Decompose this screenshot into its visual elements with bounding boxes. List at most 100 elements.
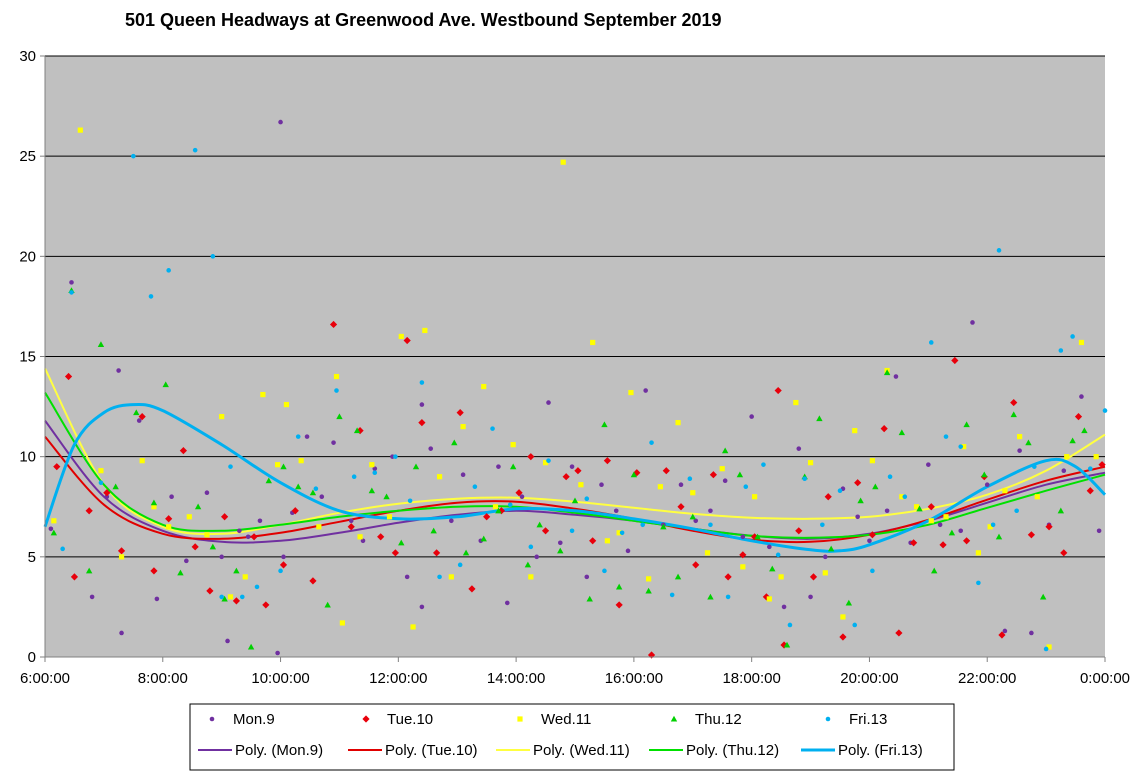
- data-point: [951, 356, 959, 365]
- data-point: [528, 544, 534, 550]
- data-point: [943, 514, 949, 520]
- data-point: [85, 507, 93, 515]
- data-point: [1045, 523, 1053, 531]
- legend-label: Fri.13: [849, 711, 887, 728]
- data-point: [721, 447, 729, 454]
- legend-label: Mon.9: [233, 711, 275, 728]
- data-point: [795, 527, 803, 535]
- data-point: [398, 333, 404, 340]
- x-tick-label: 8:00:00: [138, 670, 188, 687]
- data-point: [372, 470, 378, 475]
- data-point: [239, 594, 245, 600]
- data-point: [136, 418, 142, 423]
- data-point: [669, 592, 675, 598]
- data-point: [331, 440, 336, 445]
- data-point: [1014, 508, 1019, 514]
- data-point: [633, 469, 641, 477]
- data-point: [329, 320, 338, 329]
- data-point: [767, 544, 772, 550]
- data-point: [584, 496, 590, 502]
- data-point: [557, 540, 563, 546]
- data-point: [391, 549, 399, 557]
- data-point: [872, 483, 879, 490]
- legend-marker: [362, 715, 370, 723]
- series-thu-12: [50, 287, 1088, 650]
- data-point: [569, 528, 575, 534]
- data-point: [528, 574, 534, 580]
- data-point: [740, 564, 746, 570]
- data-point: [336, 413, 343, 420]
- data-point: [1025, 439, 1032, 446]
- data-point: [887, 474, 893, 480]
- data-point: [808, 594, 813, 600]
- data-point: [948, 529, 956, 536]
- x-tick-label: 18:00:00: [722, 670, 780, 687]
- data-point: [816, 415, 823, 422]
- data-point: [515, 489, 523, 497]
- data-point: [165, 515, 173, 523]
- data-point: [1057, 507, 1065, 514]
- data-point: [225, 638, 230, 644]
- data-point: [1046, 644, 1052, 650]
- data-point: [689, 513, 696, 520]
- data-point: [807, 460, 814, 466]
- data-point: [693, 518, 699, 524]
- data-point: [1002, 488, 1008, 494]
- legend-label: Tue.10: [387, 711, 433, 728]
- data-point: [419, 604, 425, 610]
- data-point: [1027, 531, 1035, 539]
- data-point: [51, 518, 57, 524]
- data-point: [586, 595, 593, 602]
- data-point: [1060, 549, 1068, 557]
- legend-label: Poly. (Tue.10): [385, 742, 478, 759]
- data-point: [884, 508, 890, 514]
- data-point: [295, 434, 301, 439]
- data-point: [398, 539, 405, 546]
- data-point: [645, 587, 652, 594]
- data-point: [460, 472, 466, 477]
- data-point: [280, 463, 287, 470]
- series-fri-13: [60, 147, 1108, 652]
- data-point: [1079, 394, 1084, 399]
- data-point: [961, 444, 967, 450]
- y-tick-label: 0: [28, 649, 36, 666]
- data-point: [534, 554, 540, 560]
- x-tick-label: 0:00:00: [1080, 670, 1130, 687]
- data-point: [963, 537, 971, 545]
- data-point: [219, 414, 225, 420]
- data-point: [976, 580, 981, 586]
- data-point: [1086, 487, 1094, 495]
- data-point: [368, 487, 376, 494]
- data-point: [984, 482, 990, 488]
- data-point: [254, 584, 260, 590]
- data-point: [179, 447, 187, 455]
- data-point: [462, 549, 470, 556]
- data-point: [316, 524, 322, 530]
- data-point: [1093, 454, 1099, 460]
- data-point: [275, 462, 281, 468]
- data-point: [601, 421, 608, 428]
- data-point: [184, 558, 189, 564]
- data-point: [118, 554, 125, 560]
- x-tick-label: 12:00:00: [369, 670, 427, 687]
- y-tick-label: 25: [19, 148, 36, 165]
- data-point: [504, 600, 510, 606]
- data-point: [480, 535, 487, 542]
- data-point: [139, 458, 145, 464]
- data-point: [204, 532, 210, 538]
- data-point: [822, 570, 828, 576]
- data-point: [496, 464, 501, 469]
- data-point: [536, 521, 543, 528]
- data-point: [319, 494, 325, 500]
- data-point: [708, 508, 713, 514]
- data-point: [602, 568, 607, 574]
- data-point: [468, 585, 476, 593]
- data-point: [437, 574, 442, 580]
- data-point: [369, 462, 375, 468]
- data-point: [209, 543, 217, 550]
- data-point: [1039, 593, 1047, 600]
- data-point: [60, 546, 65, 552]
- data-point: [781, 604, 787, 610]
- data-point: [497, 507, 505, 515]
- data-point: [840, 614, 846, 620]
